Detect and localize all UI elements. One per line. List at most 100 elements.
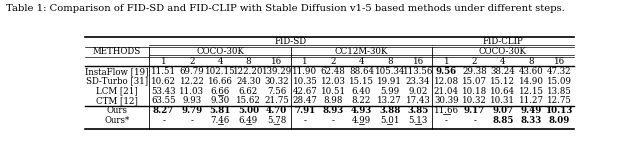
Text: -: -	[445, 116, 448, 125]
Text: 10.51: 10.51	[321, 87, 346, 96]
Text: 8.85: 8.85	[492, 116, 513, 125]
Text: 102.15: 102.15	[205, 67, 236, 76]
Text: 6.40: 6.40	[352, 87, 371, 96]
Text: 113.56: 113.56	[403, 67, 433, 76]
Text: 105.34: 105.34	[374, 67, 405, 76]
Text: 3.85: 3.85	[408, 106, 429, 115]
Text: 6.66: 6.66	[211, 87, 230, 96]
Text: 9.07: 9.07	[492, 106, 513, 115]
Text: 16.66: 16.66	[208, 77, 232, 86]
Text: 15.09: 15.09	[547, 77, 572, 86]
Text: 29.38: 29.38	[462, 67, 487, 76]
Text: 62.48: 62.48	[321, 67, 346, 76]
Text: 5.99: 5.99	[380, 87, 399, 96]
Text: CTM [12]: CTM [12]	[96, 96, 138, 105]
Text: 14.90: 14.90	[518, 77, 543, 86]
Text: FID-SD: FID-SD	[275, 37, 307, 46]
Text: 21.75: 21.75	[264, 96, 289, 105]
Text: 30.32: 30.32	[264, 77, 289, 86]
Text: 9.49: 9.49	[520, 106, 541, 115]
Text: 9.30: 9.30	[211, 96, 230, 105]
Text: 139.29: 139.29	[262, 67, 292, 76]
Text: 38.24: 38.24	[490, 67, 515, 76]
Text: 12.22: 12.22	[179, 77, 204, 86]
Text: -: -	[332, 116, 335, 125]
Text: 1: 1	[302, 57, 308, 66]
Text: 13.85: 13.85	[547, 87, 572, 96]
Text: 4.70: 4.70	[266, 106, 287, 115]
Text: 8.98: 8.98	[323, 96, 343, 105]
Text: 5.13: 5.13	[408, 116, 428, 125]
Text: METHODS: METHODS	[93, 47, 141, 56]
Text: 24.30: 24.30	[236, 77, 260, 86]
Text: 8.93: 8.93	[323, 106, 344, 115]
Text: SD-Turbo [31]: SD-Turbo [31]	[86, 77, 148, 86]
Text: 12.15: 12.15	[518, 87, 543, 96]
Text: 11.66: 11.66	[434, 106, 459, 115]
Text: 7.56: 7.56	[267, 87, 286, 96]
Text: 2: 2	[330, 57, 336, 66]
Text: 9.02: 9.02	[408, 87, 428, 96]
Text: 21.04: 21.04	[434, 87, 459, 96]
Text: 4: 4	[359, 57, 364, 66]
Text: 4.93: 4.93	[351, 106, 372, 115]
Text: 16: 16	[412, 57, 424, 66]
Text: 10.35: 10.35	[292, 77, 317, 86]
Text: 69.79: 69.79	[179, 67, 204, 76]
Text: 8: 8	[528, 57, 534, 66]
Text: 11.51: 11.51	[151, 67, 176, 76]
Text: 15.07: 15.07	[462, 77, 487, 86]
Text: 5.01: 5.01	[380, 116, 399, 125]
Text: 8.22: 8.22	[352, 96, 371, 105]
Text: 10.13: 10.13	[546, 106, 573, 115]
Text: 12.03: 12.03	[321, 77, 346, 86]
Text: -: -	[191, 116, 193, 125]
Text: 11.90: 11.90	[292, 67, 317, 76]
Text: 7.46: 7.46	[211, 116, 230, 125]
Text: COCO-30K: COCO-30K	[196, 47, 244, 56]
Text: FID-CLIP: FID-CLIP	[483, 37, 524, 46]
Text: 7.91: 7.91	[294, 106, 316, 115]
Text: 16: 16	[271, 57, 282, 66]
Text: 2: 2	[472, 57, 477, 66]
Text: 6.62: 6.62	[239, 87, 258, 96]
Text: 15.12: 15.12	[490, 77, 515, 86]
Text: 10.18: 10.18	[462, 87, 487, 96]
Text: -: -	[162, 116, 165, 125]
Text: 19.91: 19.91	[377, 77, 403, 86]
Text: 2: 2	[189, 57, 195, 66]
Text: 13.27: 13.27	[378, 96, 402, 105]
Text: Table 1: Comparison of FID-SD and FID-CLIP with Stable Diffusion v1-5 based meth: Table 1: Comparison of FID-SD and FID-CL…	[6, 4, 565, 13]
Text: 63.55: 63.55	[151, 96, 176, 105]
Text: 9.17: 9.17	[464, 106, 485, 115]
Text: 23.34: 23.34	[406, 77, 430, 86]
Text: 11.03: 11.03	[179, 87, 204, 96]
Text: 28.47: 28.47	[292, 96, 317, 105]
Text: 9.56: 9.56	[436, 67, 457, 76]
Text: InstaFlow [19]: InstaFlow [19]	[86, 67, 149, 76]
Text: 5.78: 5.78	[267, 116, 286, 125]
Text: 1: 1	[444, 57, 449, 66]
Text: 8.27: 8.27	[153, 106, 174, 115]
Text: -: -	[303, 116, 307, 125]
Text: Ours*: Ours*	[104, 116, 130, 125]
Text: 1: 1	[161, 57, 166, 66]
Text: 42.67: 42.67	[292, 87, 317, 96]
Text: 17.43: 17.43	[406, 96, 430, 105]
Text: 10.31: 10.31	[490, 96, 515, 105]
Text: 88.64: 88.64	[349, 67, 374, 76]
Text: 6.49: 6.49	[239, 116, 258, 125]
Text: 4: 4	[500, 57, 506, 66]
Text: 8: 8	[246, 57, 252, 66]
Text: CC12M-30K: CC12M-30K	[335, 47, 388, 56]
Text: 8.09: 8.09	[548, 116, 570, 125]
Text: -: -	[473, 116, 476, 125]
Text: 4: 4	[218, 57, 223, 66]
Text: 12.75: 12.75	[547, 96, 572, 105]
Text: 9.93: 9.93	[182, 96, 202, 105]
Text: 10.62: 10.62	[151, 77, 176, 86]
Text: 9.79: 9.79	[181, 106, 202, 115]
Text: 15.62: 15.62	[236, 96, 261, 105]
Text: LCM [21]: LCM [21]	[97, 87, 138, 96]
Text: 4.99: 4.99	[352, 116, 371, 125]
